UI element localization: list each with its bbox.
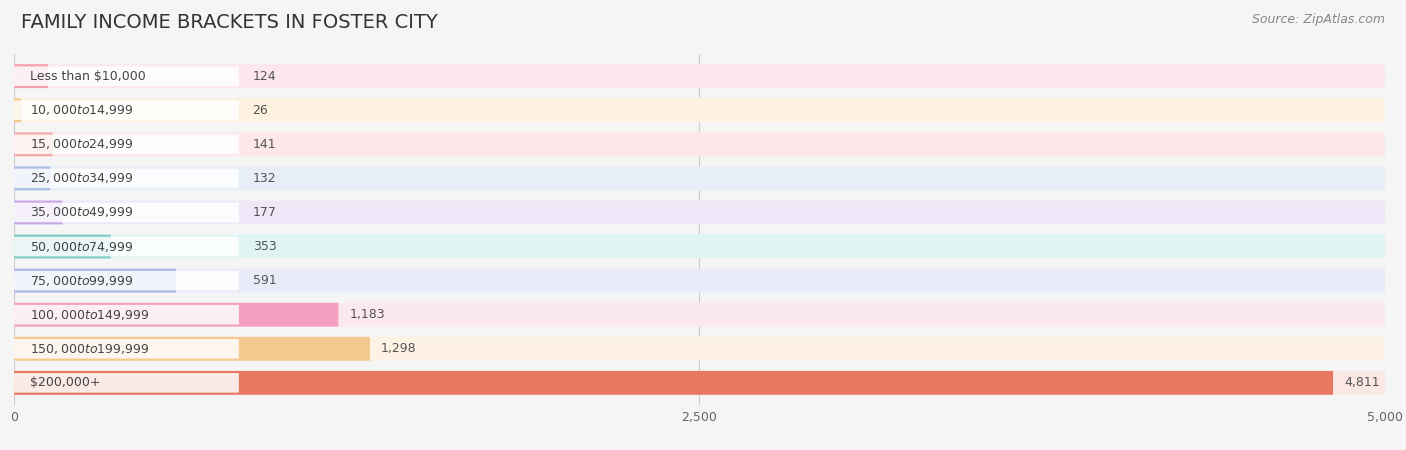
Text: 1,183: 1,183 [349,308,385,321]
Text: 141: 141 [253,138,276,151]
FancyBboxPatch shape [14,234,111,258]
Text: FAMILY INCOME BRACKETS IN FOSTER CITY: FAMILY INCOME BRACKETS IN FOSTER CITY [21,14,437,32]
Text: $35,000 to $49,999: $35,000 to $49,999 [30,206,134,220]
FancyBboxPatch shape [14,237,239,256]
FancyBboxPatch shape [14,66,239,86]
FancyBboxPatch shape [14,169,239,188]
FancyBboxPatch shape [14,269,176,292]
FancyBboxPatch shape [14,373,239,393]
Text: 124: 124 [253,70,276,83]
FancyBboxPatch shape [14,271,239,290]
FancyBboxPatch shape [14,64,48,88]
FancyBboxPatch shape [14,234,1385,258]
FancyBboxPatch shape [14,98,1385,122]
FancyBboxPatch shape [14,100,239,120]
Text: $25,000 to $34,999: $25,000 to $34,999 [30,171,134,185]
Text: 26: 26 [253,104,269,117]
FancyBboxPatch shape [14,132,1385,156]
Text: $100,000 to $149,999: $100,000 to $149,999 [30,308,149,322]
Text: 1,298: 1,298 [381,342,416,355]
Text: 591: 591 [253,274,277,287]
FancyBboxPatch shape [14,201,63,225]
Text: $200,000+: $200,000+ [30,376,100,389]
FancyBboxPatch shape [14,303,1385,327]
FancyBboxPatch shape [14,98,21,122]
FancyBboxPatch shape [14,305,239,324]
Text: 132: 132 [253,172,276,185]
FancyBboxPatch shape [14,202,239,222]
FancyBboxPatch shape [14,132,52,156]
Text: 353: 353 [253,240,277,253]
FancyBboxPatch shape [14,135,239,154]
FancyBboxPatch shape [14,337,370,361]
Text: $75,000 to $99,999: $75,000 to $99,999 [30,274,134,288]
FancyBboxPatch shape [14,166,1385,190]
Text: $50,000 to $74,999: $50,000 to $74,999 [30,239,134,253]
FancyBboxPatch shape [14,371,1385,395]
Text: $150,000 to $199,999: $150,000 to $199,999 [30,342,149,356]
Text: Source: ZipAtlas.com: Source: ZipAtlas.com [1251,14,1385,27]
FancyBboxPatch shape [14,337,1385,361]
FancyBboxPatch shape [14,339,239,359]
Text: $15,000 to $24,999: $15,000 to $24,999 [30,137,134,151]
Text: 4,811: 4,811 [1344,376,1379,389]
FancyBboxPatch shape [14,303,339,327]
FancyBboxPatch shape [14,371,1333,395]
Text: $10,000 to $14,999: $10,000 to $14,999 [30,103,134,117]
FancyBboxPatch shape [14,269,1385,292]
Text: 177: 177 [253,206,277,219]
FancyBboxPatch shape [14,64,1385,88]
Text: Less than $10,000: Less than $10,000 [30,70,146,83]
FancyBboxPatch shape [14,166,51,190]
FancyBboxPatch shape [14,201,1385,225]
